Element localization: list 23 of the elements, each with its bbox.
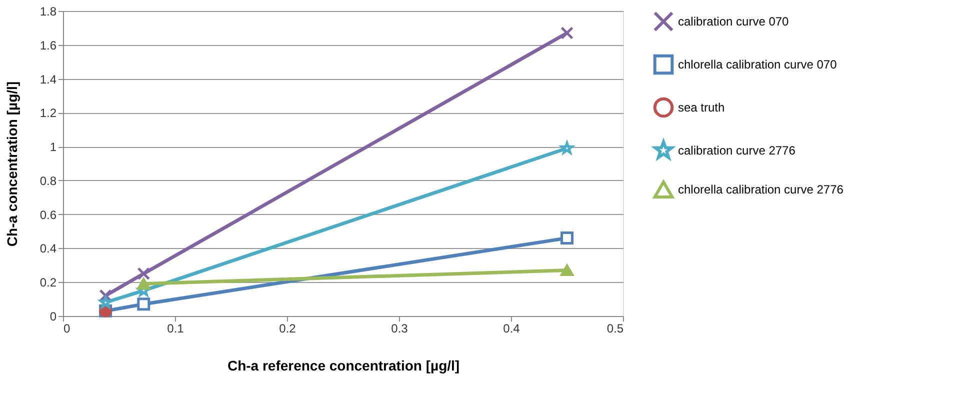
y-tick-label: 0.8 <box>40 174 57 188</box>
x-tick-label: 0.1 <box>167 322 184 336</box>
y-tick-label: 1.4 <box>40 72 57 86</box>
legend-label: chlorella calibration curve 2776 <box>678 182 844 196</box>
y-tick-label: 1.6 <box>40 38 57 52</box>
y-tick-label: 1.2 <box>40 106 57 120</box>
legend-label: calibration curve 070 <box>678 14 790 28</box>
y-tick-label: 1.8 <box>40 4 57 18</box>
y-tick-label: 0.2 <box>40 276 57 290</box>
x-tick-label: 0 <box>64 322 70 336</box>
legend-label: calibration curve 2776 <box>678 144 796 158</box>
y-tick-label: 1 <box>50 140 57 154</box>
y-axis-title: Ch-a concentration [µg/l] <box>4 81 20 247</box>
y-tick-label: 0.6 <box>40 208 57 222</box>
x-axis-title: Ch-a reference concentration [µg/l] <box>227 358 460 374</box>
x-tick-label: 0.3 <box>391 322 408 336</box>
y-tick-label: 0 <box>50 310 57 324</box>
y-tick-label: 0.4 <box>40 242 57 256</box>
legend-label: sea truth <box>678 100 725 114</box>
x-tick-label: 0.4 <box>503 322 520 336</box>
legend-label: chlorella calibration curve 070 <box>678 58 838 72</box>
x-tick-label: 0.2 <box>279 322 296 336</box>
x-tick-label: 0.5 <box>606 322 624 336</box>
